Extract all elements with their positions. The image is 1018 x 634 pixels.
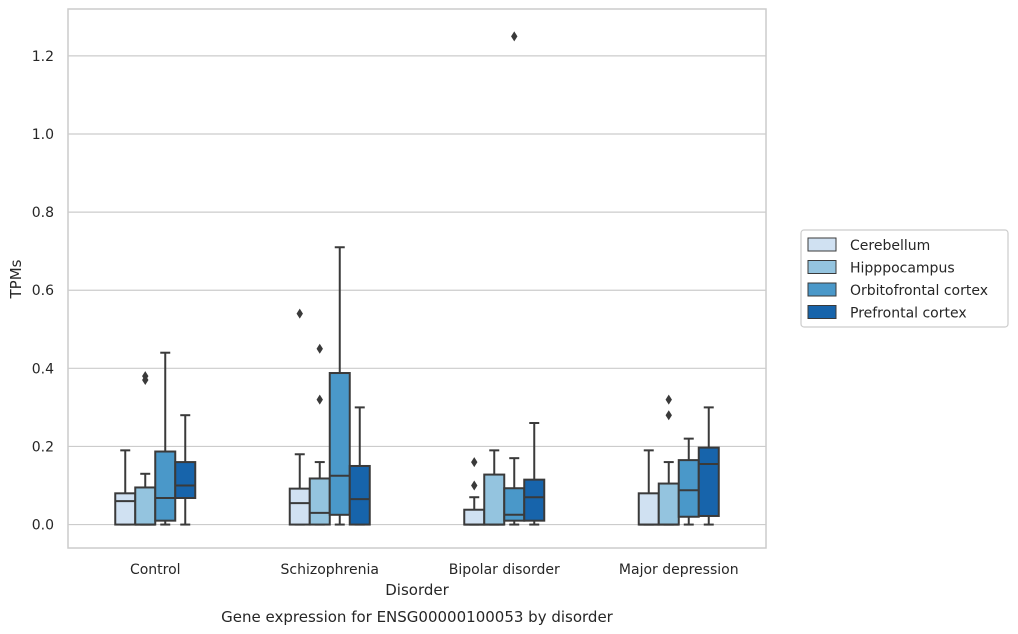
figure-caption: Gene expression for ENSG00000100053 by d… (221, 608, 614, 626)
box-orbitofrontal-cortex (503, 31, 526, 526)
box-prefrontal-cortex (174, 414, 197, 526)
box-hipppocampus (483, 449, 506, 526)
box-body (174, 461, 197, 500)
outlier-point (316, 394, 323, 405)
y-tick-labels: 0.0 0.2 0.4 0.6 0.8 1.0 1.2 (32, 49, 54, 534)
legend-swatch (807, 282, 837, 297)
box-orbitofrontal-cortex (677, 437, 700, 526)
x-tick-label: Bipolar disorder (449, 562, 560, 578)
legend-label: Orbitofrontal cortex (850, 283, 988, 299)
legend-label: Hipppocampus (850, 261, 955, 277)
box-orbitofrontal-cortex (154, 351, 177, 526)
box-body (328, 372, 351, 516)
legend-swatch (807, 237, 837, 252)
y-tick-label: 0.0 (32, 518, 54, 534)
box-orbitofrontal-cortex (328, 246, 351, 526)
box-body (523, 478, 546, 522)
outlier-point (296, 308, 303, 319)
box-prefrontal-cortex (697, 406, 720, 526)
plot-area-frame (67, 8, 767, 549)
legend-swatch (807, 260, 837, 274)
y-tick-label: 0.8 (32, 205, 54, 221)
box-body (134, 486, 157, 526)
x-tick-labels: Control Schizophrenia Bipolar disorder Majo… (130, 562, 739, 578)
y-tick-label: 0.2 (32, 439, 54, 455)
legend-box (800, 229, 1009, 328)
box-body (657, 482, 680, 526)
plot-border (67, 8, 767, 549)
box-hipppocampus (657, 394, 680, 526)
box-body (288, 487, 311, 526)
outlier-point (665, 394, 672, 405)
outlier-point (142, 371, 149, 382)
y-axis-label: TPMs (7, 259, 25, 299)
box-body (308, 477, 331, 526)
outlier-point (511, 31, 518, 42)
legend: Cerebellum Hipppocampus Orbitofrontal cort… (800, 229, 1009, 328)
outlier-point (471, 457, 478, 468)
box-body (677, 459, 700, 518)
box-body (348, 464, 371, 526)
legend-label: Cerebellum (850, 238, 930, 254)
y-tick-label: 0.6 (32, 283, 54, 299)
box-cerebellum (114, 449, 137, 526)
box-cerebellum (637, 449, 660, 526)
box-body (697, 446, 720, 517)
box-body (154, 450, 177, 522)
box-cerebellum (463, 457, 486, 526)
x-tick-label: Control (130, 562, 181, 578)
legend-label: Prefrontal cortex (850, 306, 967, 322)
legend-swatch (807, 305, 837, 319)
y-tick-label: 0.4 (32, 361, 54, 377)
box-body (637, 492, 660, 526)
box-hipppocampus (308, 343, 331, 526)
outlier-point (471, 480, 478, 491)
outlier-point (316, 343, 323, 354)
box-cerebellum (288, 308, 311, 526)
boxes-layer (114, 31, 720, 526)
outlier-point (665, 410, 672, 421)
box-hipppocampus (134, 371, 157, 526)
box-body (483, 473, 506, 526)
y-tick-label: 1.2 (32, 49, 54, 65)
x-tick-label: Schizophrenia (281, 562, 379, 578)
x-tick-label: Major depression (619, 562, 739, 578)
y-tick-label: 1.0 (32, 127, 54, 143)
box-body (114, 492, 137, 526)
box-prefrontal-cortex (348, 406, 371, 526)
box-body (463, 508, 486, 526)
x-axis-label: Disorder (385, 581, 449, 599)
box-prefrontal-cortex (523, 422, 546, 526)
